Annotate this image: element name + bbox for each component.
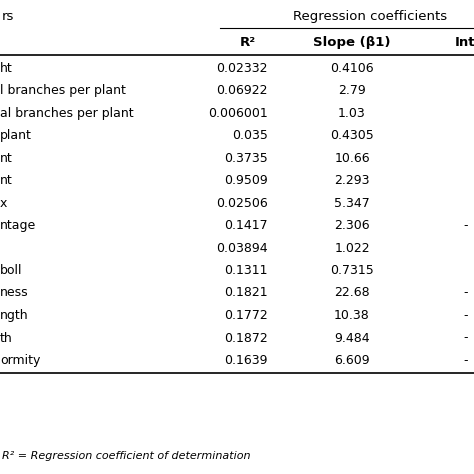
Text: ht: ht [0,62,13,74]
Text: 0.03894: 0.03894 [216,241,268,255]
Text: 0.1639: 0.1639 [225,354,268,367]
Text: 1.03: 1.03 [338,107,366,119]
Text: 0.1417: 0.1417 [224,219,268,232]
Text: 0.1821: 0.1821 [224,286,268,300]
Text: 0.1311: 0.1311 [225,264,268,277]
Text: 0.3735: 0.3735 [224,152,268,164]
Text: ntage: ntage [0,219,36,232]
Text: ness: ness [0,286,28,300]
Text: 10.66: 10.66 [334,152,370,164]
Text: -: - [463,309,467,322]
Text: 0.7315: 0.7315 [330,264,374,277]
Text: 2.79: 2.79 [338,84,366,97]
Text: Inte: Inte [455,36,474,48]
Text: -: - [463,219,467,232]
Text: -: - [463,354,467,367]
Text: Regression coefficients: Regression coefficients [293,9,447,22]
Text: R²: R² [240,36,256,48]
Text: al branches per plant: al branches per plant [0,107,134,119]
Text: th: th [0,331,13,345]
Text: 0.02506: 0.02506 [216,197,268,210]
Text: 1.022: 1.022 [334,241,370,255]
Text: Slope (β1): Slope (β1) [313,36,391,48]
Text: -: - [463,331,467,345]
Text: 0.9509: 0.9509 [224,174,268,187]
Text: 0.1872: 0.1872 [224,331,268,345]
Text: l branches per plant: l branches per plant [0,84,126,97]
Text: rs: rs [2,9,14,22]
Text: plant: plant [0,129,32,142]
Text: 0.1772: 0.1772 [224,309,268,322]
Text: 2.293: 2.293 [334,174,370,187]
Text: boll: boll [0,264,22,277]
Text: -: - [463,286,467,300]
Text: 0.006001: 0.006001 [208,107,268,119]
Text: 0.4106: 0.4106 [330,62,374,74]
Text: 9.484: 9.484 [334,331,370,345]
Text: ngth: ngth [0,309,28,322]
Text: 5.347: 5.347 [334,197,370,210]
Text: 10.38: 10.38 [334,309,370,322]
Text: R² = Regression coefficient of determination: R² = Regression coefficient of determina… [2,451,250,461]
Text: x: x [0,197,8,210]
Text: 22.68: 22.68 [334,286,370,300]
Text: 0.4305: 0.4305 [330,129,374,142]
Text: ormity: ormity [0,354,40,367]
Text: nt: nt [0,174,13,187]
Text: nt: nt [0,152,13,164]
Text: 0.02332: 0.02332 [217,62,268,74]
Text: 2.306: 2.306 [334,219,370,232]
Text: 6.609: 6.609 [334,354,370,367]
Text: 0.035: 0.035 [232,129,268,142]
Text: 0.06922: 0.06922 [217,84,268,97]
